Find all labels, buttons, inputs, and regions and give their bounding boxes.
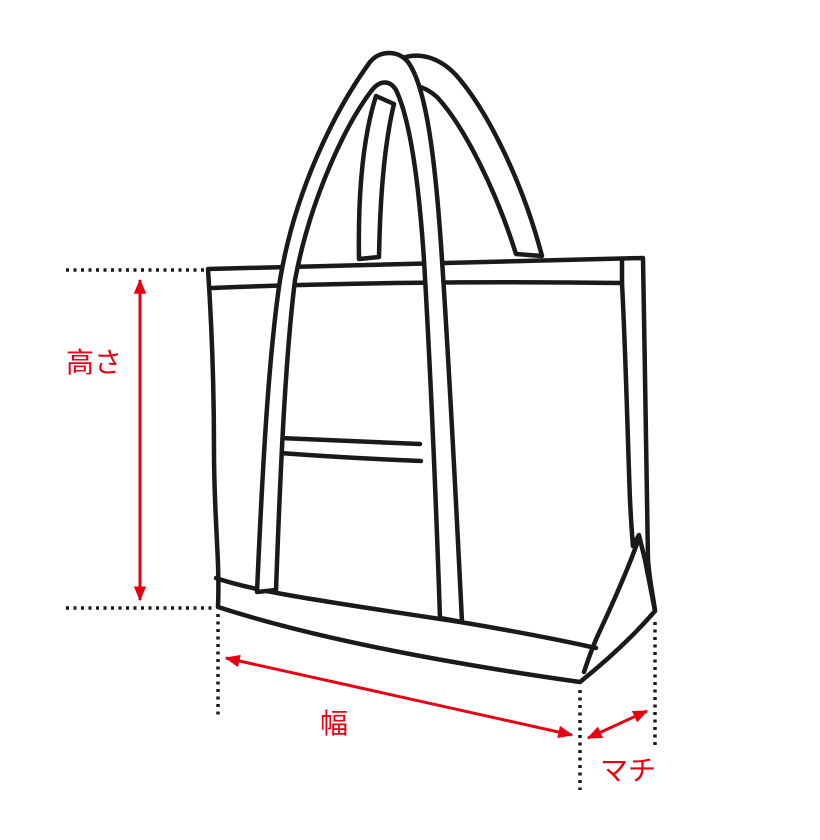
width-label: 幅 (320, 707, 348, 740)
bag-front-handle (254, 50, 465, 625)
dimension-annotations: 高さ 幅 マチ (66, 268, 657, 790)
bag-pocket-top-line (277, 435, 423, 447)
bag-front-right-edge (619, 280, 636, 549)
bag-gusset-fold (630, 532, 658, 614)
bag-gusset-crease (581, 535, 642, 675)
bag-pocket-bottom-line (277, 450, 424, 464)
bag-top-band-line (209, 279, 625, 291)
depth-arrow (586, 709, 649, 740)
bag-back-handle-right-strap (395, 53, 545, 259)
bag-back-handle-left-strap (356, 93, 397, 262)
depth-label: マチ (600, 754, 656, 787)
bag-base-top-line (213, 575, 599, 651)
height-label: 高さ (66, 346, 122, 379)
tote-bag (205, 50, 658, 685)
width-arrow (224, 654, 574, 739)
